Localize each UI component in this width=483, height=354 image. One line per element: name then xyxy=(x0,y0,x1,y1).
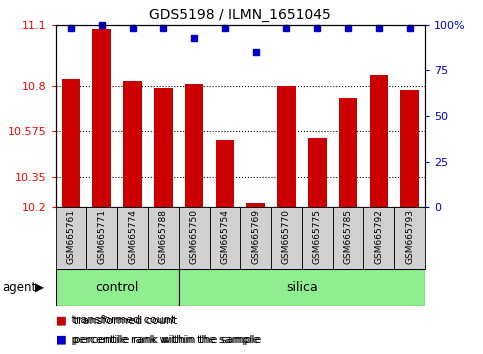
Bar xyxy=(339,98,357,207)
Text: GSM665788: GSM665788 xyxy=(159,209,168,264)
Bar xyxy=(92,29,111,207)
FancyBboxPatch shape xyxy=(302,207,333,269)
Text: transformed count: transformed count xyxy=(68,315,175,325)
Text: ■  transformed count: ■ transformed count xyxy=(56,315,177,325)
FancyBboxPatch shape xyxy=(210,207,240,269)
FancyBboxPatch shape xyxy=(364,207,394,269)
Title: GDS5198 / ILMN_1651045: GDS5198 / ILMN_1651045 xyxy=(149,8,331,22)
Bar xyxy=(215,140,234,207)
Text: GSM665775: GSM665775 xyxy=(313,209,322,264)
Text: GSM665793: GSM665793 xyxy=(405,209,414,264)
Text: ■: ■ xyxy=(56,335,66,345)
Text: GSM665769: GSM665769 xyxy=(251,209,260,264)
FancyBboxPatch shape xyxy=(179,207,210,269)
FancyBboxPatch shape xyxy=(86,207,117,269)
Bar xyxy=(62,79,80,207)
Bar xyxy=(308,138,327,207)
FancyBboxPatch shape xyxy=(56,207,86,269)
Text: agent: agent xyxy=(2,281,37,294)
Bar xyxy=(246,203,265,207)
Bar xyxy=(123,81,142,207)
Text: GSM665761: GSM665761 xyxy=(67,209,75,264)
Text: control: control xyxy=(96,281,139,294)
Text: GSM665792: GSM665792 xyxy=(374,209,384,264)
Bar xyxy=(277,86,296,207)
Bar xyxy=(154,87,172,207)
Bar xyxy=(369,75,388,207)
FancyBboxPatch shape xyxy=(394,207,425,269)
Text: ▶: ▶ xyxy=(35,281,44,294)
FancyBboxPatch shape xyxy=(333,207,364,269)
Text: GSM665754: GSM665754 xyxy=(220,209,229,264)
FancyBboxPatch shape xyxy=(56,269,179,306)
FancyBboxPatch shape xyxy=(117,207,148,269)
Text: ■: ■ xyxy=(56,315,66,325)
FancyBboxPatch shape xyxy=(240,207,271,269)
Bar xyxy=(400,90,419,207)
Text: GSM665750: GSM665750 xyxy=(190,209,199,264)
Text: GSM665771: GSM665771 xyxy=(97,209,106,264)
Bar xyxy=(185,84,203,207)
Text: GSM665770: GSM665770 xyxy=(282,209,291,264)
FancyBboxPatch shape xyxy=(148,207,179,269)
FancyBboxPatch shape xyxy=(179,269,425,306)
Text: GSM665785: GSM665785 xyxy=(343,209,353,264)
Text: silica: silica xyxy=(286,281,318,294)
Text: GSM665774: GSM665774 xyxy=(128,209,137,264)
FancyBboxPatch shape xyxy=(271,207,302,269)
Text: ■  percentile rank within the sample: ■ percentile rank within the sample xyxy=(56,335,261,345)
Text: percentile rank within the sample: percentile rank within the sample xyxy=(68,335,259,345)
